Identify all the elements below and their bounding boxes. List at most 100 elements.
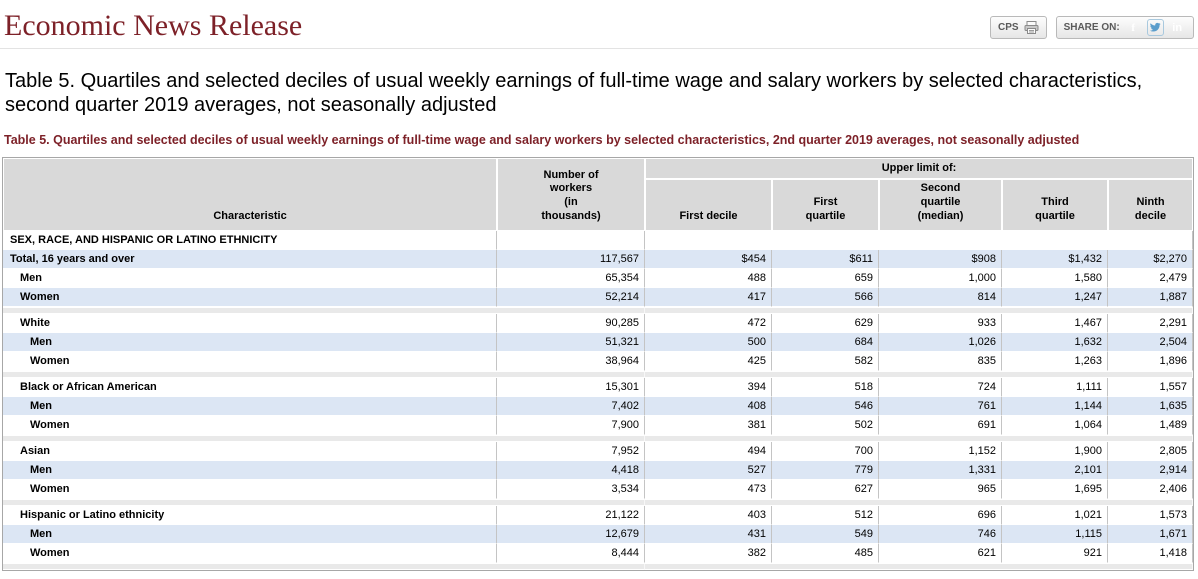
- group-separator-row: [3, 498, 1194, 506]
- col-header-workers: Number of workers (in thousands): [497, 158, 645, 231]
- cell-median: 933: [879, 313, 1002, 333]
- cell-median: 965: [879, 479, 1002, 499]
- earnings-table: Characteristic Number of workers (in tho…: [3, 158, 1194, 570]
- cell-median: 1,000: [879, 268, 1002, 288]
- row-label: Women: [3, 543, 497, 563]
- cell-workers: 21,122: [497, 505, 645, 525]
- col-header-ninth-decile: Ninth decile: [1108, 179, 1194, 231]
- cell-first-quartile: 659: [772, 268, 879, 288]
- table-row: Total, 16 years and over 117,567 $454 $6…: [3, 249, 1194, 269]
- cell-ninth-decile: 1,896: [1108, 351, 1194, 371]
- printer-icon: [1024, 21, 1039, 34]
- cell-ninth-decile: 2,914: [1108, 460, 1194, 480]
- cell-workers: 51,321: [497, 332, 645, 352]
- group-separator-row: [3, 306, 1194, 314]
- page-title: Economic News Release: [4, 9, 303, 42]
- cell-ninth-decile: 2,479: [1108, 268, 1194, 288]
- row-label: Women: [3, 287, 497, 307]
- cps-button-label: CPS: [998, 22, 1019, 33]
- cell-third-quartile: 1,115: [1002, 524, 1108, 544]
- cell-third-quartile: 1,111: [1002, 377, 1108, 397]
- cell-first-decile: 431: [645, 524, 772, 544]
- table-row: Women 38,964 425 582 835 1,263 1,896: [3, 351, 1194, 371]
- cell-first-decile: 403: [645, 505, 772, 525]
- cell-first-decile: 382: [645, 543, 772, 563]
- table-head: Characteristic Number of workers (in tho…: [3, 158, 1194, 231]
- cell-first-decile: 425: [645, 351, 772, 371]
- cell-ninth-decile: 1,489: [1108, 415, 1194, 435]
- cell-third-quartile: 1,695: [1002, 479, 1108, 499]
- cell-first-quartile: 546: [772, 396, 879, 416]
- cell-third-quartile: 1,467: [1002, 313, 1108, 333]
- cell-first-quartile: 518: [772, 377, 879, 397]
- cell-median: 1,331: [879, 460, 1002, 480]
- cell-first-decile: 417: [645, 287, 772, 307]
- cell-ninth-decile: 1,887: [1108, 287, 1194, 307]
- cell-first-decile: $454: [645, 249, 772, 269]
- row-label: Men: [3, 268, 497, 288]
- cell-third-quartile: 921: [1002, 543, 1108, 563]
- cell-median: 1,026: [879, 332, 1002, 352]
- linkedin-icon[interactable]: in: [1172, 21, 1183, 34]
- cell-first-decile: 408: [645, 396, 772, 416]
- table-row: Women 7,900 381 502 691 1,064 1,489: [3, 415, 1194, 435]
- group-separator-row: [3, 370, 1194, 378]
- cell-median: 724: [879, 377, 1002, 397]
- toolbar: CPS SHARE ON: f in PRI: [990, 16, 1198, 39]
- twitter-icon[interactable]: [1146, 19, 1164, 36]
- page-header: Economic News Release CPS SHARE ON: f: [0, 0, 1198, 49]
- cell-first-decile: 473: [645, 479, 772, 499]
- cell-median: 696: [879, 505, 1002, 525]
- cell-third-quartile: 1,580: [1002, 268, 1108, 288]
- cell-first-decile: 500: [645, 332, 772, 352]
- cell-workers: 4,418: [497, 460, 645, 480]
- cell-workers: 90,285: [497, 313, 645, 333]
- cell-median: 814: [879, 287, 1002, 307]
- cell-workers: 12,679: [497, 524, 645, 544]
- cell-third-quartile: $1,432: [1002, 249, 1108, 269]
- group-separator-row: [3, 562, 1194, 570]
- cell-first-quartile: 700: [772, 441, 879, 461]
- table-row: Women 3,534 473 627 965 1,695 2,406: [3, 479, 1194, 499]
- cps-button[interactable]: CPS: [990, 16, 1047, 39]
- cell-third-quartile: 1,144: [1002, 396, 1108, 416]
- col-header-first-decile: First decile: [645, 179, 772, 231]
- cell-first-quartile: 549: [772, 524, 879, 544]
- cell-first-quartile: 582: [772, 351, 879, 371]
- cell-first-quartile: 502: [772, 415, 879, 435]
- cell-median: 835: [879, 351, 1002, 371]
- cell-ninth-decile: 2,406: [1108, 479, 1194, 499]
- cell-first-decile: 527: [645, 460, 772, 480]
- cell-median: $908: [879, 249, 1002, 269]
- row-label: Women: [3, 415, 497, 435]
- cell-workers: 38,964: [497, 351, 645, 371]
- cell-ninth-decile: 1,418: [1108, 543, 1194, 563]
- cell-third-quartile: 1,247: [1002, 287, 1108, 307]
- cell-first-quartile: $611: [772, 249, 879, 269]
- table-row: Men 4,418 527 779 1,331 2,101 2,914: [3, 460, 1194, 480]
- cell-ninth-decile: 1,557: [1108, 377, 1194, 397]
- cell-third-quartile: 1,632: [1002, 332, 1108, 352]
- row-label: Women: [3, 479, 497, 499]
- cell-first-quartile: 485: [772, 543, 879, 563]
- release-subtitle: Table 5. Quartiles and selected deciles …: [5, 70, 1143, 117]
- row-label: Men: [3, 524, 497, 544]
- cell-ninth-decile: 2,291: [1108, 313, 1194, 333]
- row-label: Hispanic or Latino ethnicity: [3, 505, 497, 525]
- cell-median: 1,152: [879, 441, 1002, 461]
- cell-workers: 7,952: [497, 441, 645, 461]
- cell-third-quartile: 1,263: [1002, 351, 1108, 371]
- col-header-upper-limit: Upper limit of:: [645, 158, 1194, 180]
- cell-workers: 7,900: [497, 415, 645, 435]
- col-header-first-quartile: First quartile: [772, 179, 879, 231]
- cell-first-decile: 488: [645, 268, 772, 288]
- header-row-sub: First decile First quartile Second quart…: [3, 179, 1194, 231]
- facebook-icon[interactable]: f: [1131, 21, 1136, 34]
- section-header-label: SEX, RACE, AND HISPANIC OR LATINO ETHNIC…: [3, 230, 497, 250]
- table-row: Hispanic or Latino ethnicity 21,122 403 …: [3, 505, 1194, 525]
- table-row: Women 52,214 417 566 814 1,247 1,887: [3, 287, 1194, 307]
- cell-first-quartile: 629: [772, 313, 879, 333]
- col-header-characteristic: Characteristic: [3, 158, 497, 231]
- cell-third-quartile: 1,900: [1002, 441, 1108, 461]
- share-label: SHARE ON:: [1063, 22, 1120, 33]
